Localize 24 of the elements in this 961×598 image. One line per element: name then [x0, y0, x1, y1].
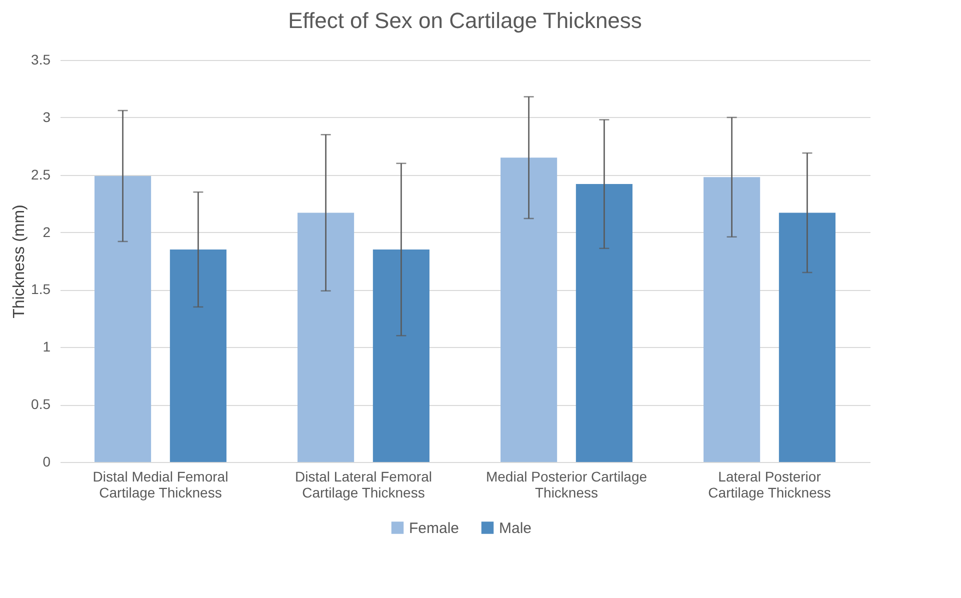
y-tick-label: 0: [42, 454, 51, 470]
x-tick-label: Distal Lateral Femoral Cartilage Thickness: [295, 468, 432, 500]
y-tick-label: 1.5: [31, 281, 51, 298]
y-axis-title: Thickness (mm): [11, 204, 28, 318]
bar: [94, 176, 152, 462]
bar: [372, 250, 430, 462]
y-tick-label: 1: [42, 338, 51, 355]
legend-label: Male: [499, 520, 532, 537]
bar: [778, 212, 836, 462]
bar: [576, 184, 632, 462]
bar: [170, 250, 226, 462]
legend-label: Female: [409, 520, 460, 537]
y-tick-label: 2: [42, 224, 51, 240]
y-tick-label: 2.5: [31, 166, 51, 182]
bar: [500, 158, 558, 462]
y-tick-label: 3.5: [31, 52, 51, 68]
bar: [298, 212, 354, 462]
chart-title: Effect of Sex on Cartilage Thickness: [288, 8, 642, 33]
x-tick-label: Distal Medial Femoral Cartilage Thickness: [92, 468, 228, 500]
y-tick-label: 3: [42, 108, 51, 125]
x-tick-label: Medial Posterior Cartilage Thickness: [486, 468, 648, 500]
x-tick-label: Lateral Posterior Cartilage Thickness: [708, 468, 831, 500]
bar: [704, 177, 760, 462]
y-tick-label: 0.5: [31, 396, 51, 412]
